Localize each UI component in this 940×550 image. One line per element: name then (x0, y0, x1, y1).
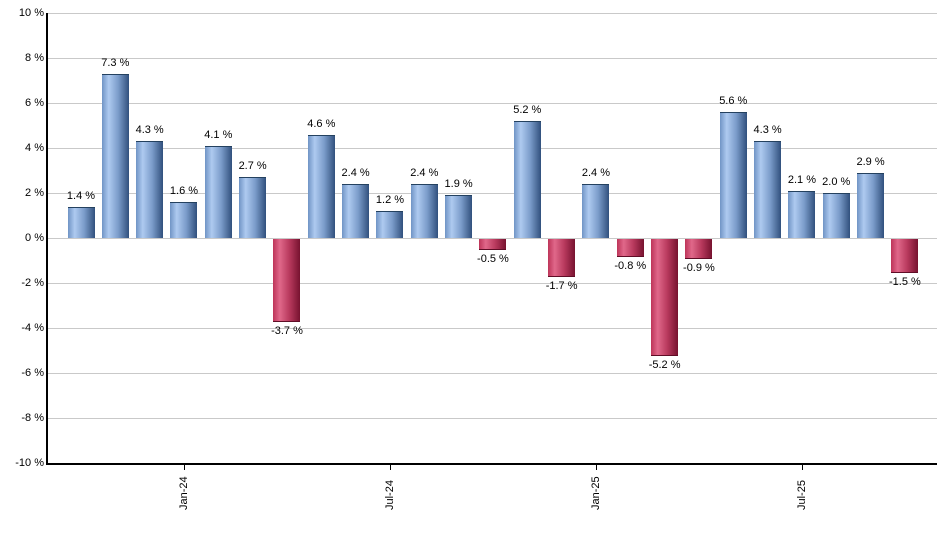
gridline (48, 193, 937, 194)
bar-negative (548, 239, 575, 277)
bar-value-label: -0.8 % (614, 260, 647, 272)
bar-value-label: -0.9 % (683, 262, 715, 274)
gridline (48, 418, 937, 419)
y-axis-label: 0 % (25, 232, 44, 244)
bar-negative (685, 239, 712, 259)
bar-value-label: 2.1 % (787, 174, 816, 186)
bar-value-label: 1.9 % (444, 178, 473, 190)
bar-value-label: 1.6 % (169, 185, 199, 197)
bar-value-label: 2.4 % (410, 167, 439, 179)
bar-value-label: 4.6 % (307, 118, 336, 130)
bar-negative (651, 239, 678, 356)
bar-value-label: -1.7 % (545, 280, 578, 292)
bar-positive (411, 184, 438, 238)
bar-value-label: 2.9 % (856, 156, 885, 168)
bar-positive (136, 141, 163, 238)
bar-value-label: 2.7 % (238, 160, 267, 172)
bar-negative (479, 239, 506, 250)
bar-positive (68, 207, 95, 238)
y-axis-label: 2 % (25, 187, 44, 199)
bar-positive (514, 121, 541, 238)
y-axis-line (46, 13, 48, 465)
y-axis-label: -10 % (15, 457, 44, 469)
x-axis-label: Jul-25 (795, 480, 808, 510)
gridline (48, 328, 937, 329)
gridline (48, 103, 937, 104)
bar-positive (376, 211, 403, 238)
y-axis-label: 6 % (25, 97, 44, 109)
y-axis-label: -2 % (21, 277, 44, 289)
bar-positive (308, 135, 335, 238)
x-axis-label: Jul-24 (383, 480, 396, 510)
gridline (48, 238, 937, 239)
bar-negative (891, 239, 918, 273)
bar-value-label: 4.1 % (204, 129, 233, 141)
bar-value-label: 7.3 % (101, 57, 130, 69)
y-axis-label: -8 % (21, 412, 44, 424)
bar-value-label: 5.2 % (513, 104, 542, 116)
bar-positive (582, 184, 609, 238)
gridline (48, 58, 937, 59)
y-axis-label: 10 % (18, 7, 44, 19)
bar-value-label: 5.6 % (719, 95, 748, 107)
gridline (48, 148, 937, 149)
gridline (48, 13, 937, 14)
gridline (48, 283, 937, 284)
bar-value-label: -5.2 % (648, 359, 681, 371)
bar-value-label: -1.5 % (889, 276, 921, 288)
bar-positive (445, 195, 472, 238)
x-axis-tick (183, 465, 185, 470)
bar-negative (617, 239, 644, 257)
bar-value-label: 4.3 % (753, 124, 782, 136)
y-axis-label: -6 % (21, 367, 44, 379)
bar-value-label: 1.4 % (66, 190, 96, 202)
bar-negative (273, 239, 300, 322)
x-axis-tick (801, 465, 803, 470)
bar-positive (102, 74, 129, 238)
bar-positive (720, 112, 747, 238)
bar-value-label: -0.5 % (477, 253, 509, 265)
bar-value-label: 4.3 % (135, 124, 164, 136)
bar-positive (205, 146, 232, 238)
bar-value-label: 2.0 % (822, 176, 851, 188)
x-axis-label: Jan-25 (589, 476, 602, 510)
y-axis-label: 4 % (25, 142, 44, 154)
x-axis-line (46, 463, 937, 465)
x-axis-tick (389, 465, 391, 470)
bar-value-label: -3.7 % (271, 325, 303, 337)
x-axis-label: Jan-24 (177, 476, 190, 510)
bar-positive (754, 141, 781, 238)
bar-positive (788, 191, 815, 238)
bar-positive (239, 177, 266, 238)
x-axis-tick (595, 465, 597, 470)
y-axis-label: 8 % (25, 52, 44, 64)
y-axis-label: -4 % (21, 322, 44, 334)
bar-positive (342, 184, 369, 238)
gridline (48, 373, 937, 374)
bar-value-label: 2.4 % (341, 167, 370, 179)
bar-value-label: 1.2 % (375, 194, 405, 206)
bar-value-label: 2.4 % (581, 167, 610, 179)
bar-positive (170, 202, 197, 238)
bar-positive (823, 193, 850, 238)
bar-positive (857, 173, 884, 238)
